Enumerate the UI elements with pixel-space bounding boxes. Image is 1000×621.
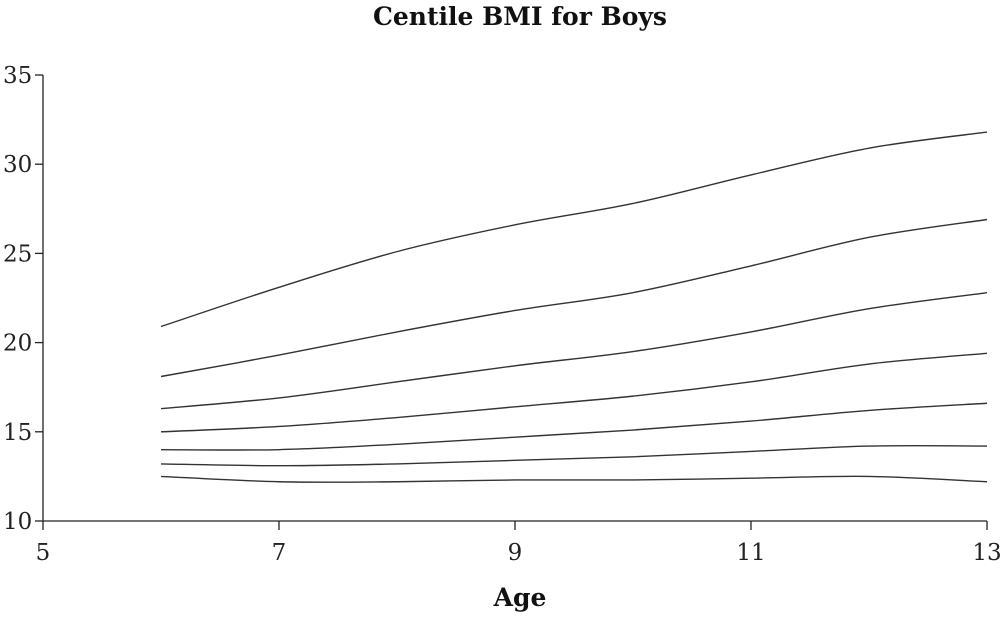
x-tick-label: 11 [736, 540, 765, 566]
y-tick-label: 30 [3, 152, 32, 178]
chart-title: Centile BMI for Boys [372, 2, 668, 31]
centile-line-1 [160, 475, 988, 483]
centile-line-5 [160, 291, 988, 410]
series-lines [160, 131, 988, 483]
centile-line-6 [160, 218, 988, 378]
x-tick-label: 7 [272, 540, 287, 566]
centile-line-4 [160, 352, 988, 433]
y-tick-label: 15 [3, 420, 32, 446]
x-tick-label: 5 [36, 540, 51, 566]
centile-line-2 [160, 444, 988, 467]
centile-line-3 [160, 402, 988, 451]
y-tick-label: 25 [3, 241, 32, 267]
x-tick-label: 9 [508, 540, 523, 566]
y-tick-label: 10 [3, 509, 32, 535]
centile-line-7 [160, 131, 988, 328]
axes: 10 15 20 25 30 35 5 7 9 11 13 [3, 63, 1000, 566]
y-tick-label: 35 [3, 63, 32, 89]
y-tick-label: 20 [3, 331, 32, 357]
x-tick-label: 13 [972, 540, 1000, 566]
x-axis-label: Age [493, 583, 547, 612]
